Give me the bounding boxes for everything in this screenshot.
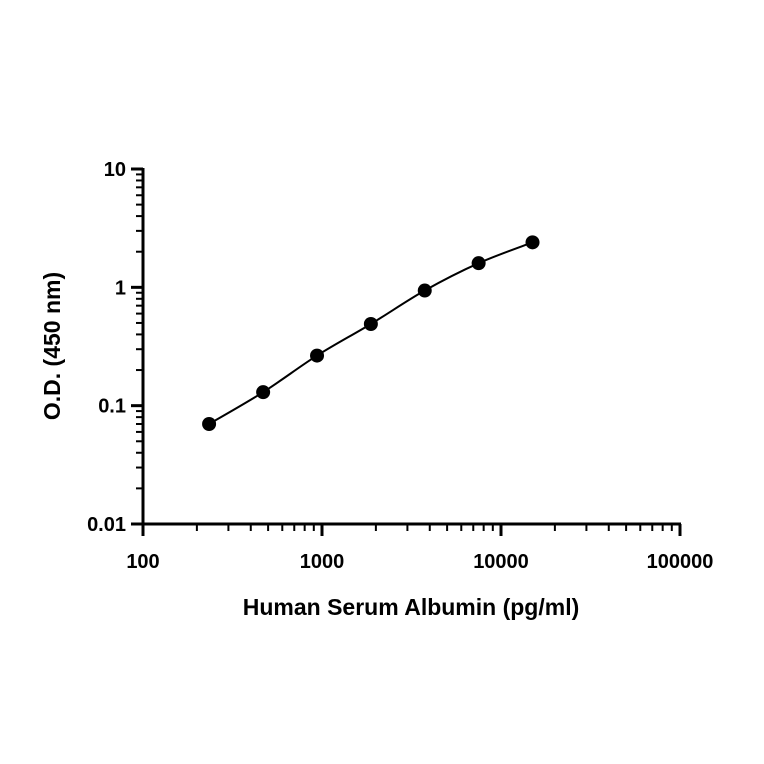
- ticks: [131, 167, 682, 536]
- data-point: [525, 235, 540, 250]
- x-tick-label: 100000: [647, 551, 714, 573]
- x-tick-label: 10000: [473, 551, 529, 573]
- y-tick-label: 1: [115, 277, 126, 299]
- data-point: [256, 385, 271, 400]
- data-point: [471, 256, 486, 271]
- x-axis-title: Human Serum Albumin (pg/ml): [243, 594, 580, 620]
- data-point: [363, 316, 378, 331]
- x-tick-label: 100: [126, 551, 159, 573]
- x-tick-label: 1000: [300, 551, 345, 573]
- y-tick-label: 10: [104, 159, 126, 181]
- fit-curve-layer: [208, 241, 533, 425]
- axes: [141, 168, 681, 526]
- fit-curve: [208, 241, 533, 425]
- data-point: [310, 348, 325, 363]
- y-tick-label: 0.1: [98, 396, 126, 418]
- y-tick-label: 0.01: [87, 514, 126, 536]
- data-point: [417, 283, 432, 298]
- y-axis-title: O.D. (450 nm): [39, 272, 65, 420]
- data-point: [202, 416, 217, 431]
- tick-labels: 0.01 0.1 1 10 100 1000 10000 100000: [87, 159, 713, 573]
- data-points: [202, 235, 540, 431]
